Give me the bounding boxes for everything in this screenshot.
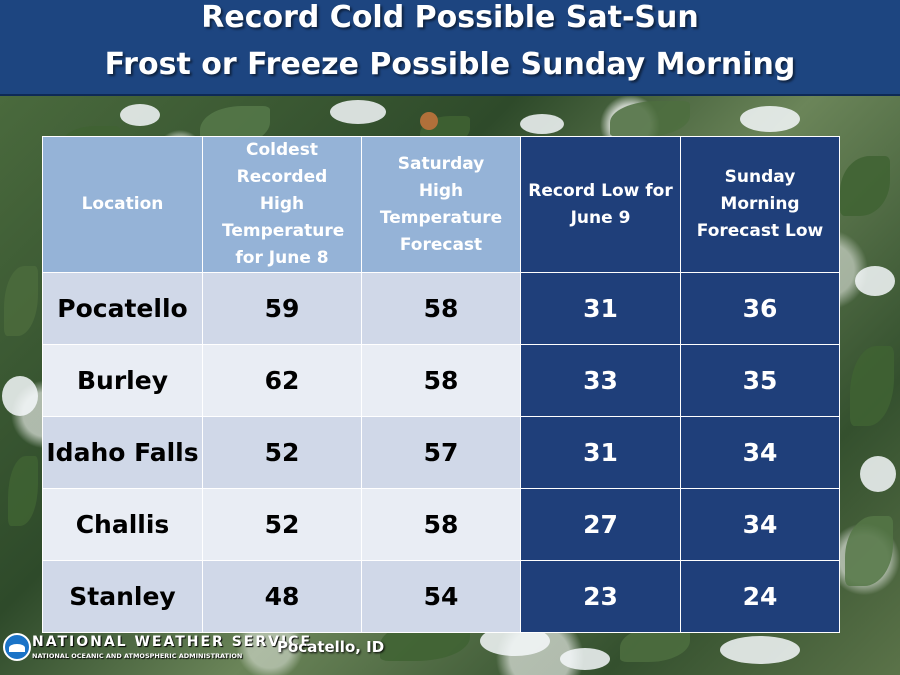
col-header-location: Location [42,136,203,273]
sunday-low-cell: 36 [680,272,840,345]
header-row: Location Coldest Recorded High Temperatu… [42,136,840,273]
records-table: Location Coldest Recorded High Temperatu… [42,136,840,633]
coldest-high-cell: 52 [202,416,362,489]
location-cell: Pocatello [42,272,203,345]
sunday-low-cell: 24 [680,560,840,633]
coldest-high-cell: 52 [202,488,362,561]
location-cell: Idaho Falls [42,416,203,489]
record-low-cell: 33 [520,344,681,417]
table-row: Idaho Falls 52 57 31 34 [42,416,840,489]
sunday-low-cell: 35 [680,344,840,417]
coldest-high-cell: 59 [202,272,362,345]
col-header-sunday-low: Sunday Morning Forecast Low [680,136,840,273]
saturday-high-cell: 57 [361,416,521,489]
col-header-record-low: Record Low for June 9 [520,136,681,273]
col-header-coldest-high: Coldest Recorded High Temperature for Ju… [202,136,362,273]
record-low-cell: 23 [520,560,681,633]
title-banner: Record Cold Possible Sat-Sun Frost or Fr… [0,0,900,96]
col-header-saturday-high: Saturday High Temperature Forecast [361,136,521,273]
title-line-1: Record Cold Possible Sat-Sun [201,0,699,35]
saturday-high-cell: 54 [361,560,521,633]
location-cell: Challis [42,488,203,561]
record-low-cell: 31 [520,272,681,345]
saturday-high-cell: 58 [361,488,521,561]
office-location: Pocatello, ID [277,638,385,656]
noaa-logo-icon [3,633,31,661]
location-cell: Stanley [42,560,203,633]
table-row: Burley 62 58 33 35 [42,344,840,417]
sunday-low-cell: 34 [680,488,840,561]
title-line-2: Frost or Freeze Possible Sunday Morning [104,47,796,82]
record-low-cell: 27 [520,488,681,561]
saturday-high-cell: 58 [361,344,521,417]
saturday-high-cell: 58 [361,272,521,345]
location-cell: Burley [42,344,203,417]
sunday-low-cell: 34 [680,416,840,489]
coldest-high-cell: 62 [202,344,362,417]
footer: NATIONAL WEATHER SERVICE NATIONAL OCEANI… [0,630,420,670]
noaa-name: NATIONAL OCEANIC AND ATMOSPHERIC ADMINIS… [32,652,243,660]
coldest-high-cell: 48 [202,560,362,633]
record-low-cell: 31 [520,416,681,489]
table-row: Challis 52 58 27 34 [42,488,840,561]
nws-name: NATIONAL WEATHER SERVICE [32,634,313,650]
table-row: Stanley 48 54 23 24 [42,560,840,633]
table-row: Pocatello 59 58 31 36 [42,272,840,345]
